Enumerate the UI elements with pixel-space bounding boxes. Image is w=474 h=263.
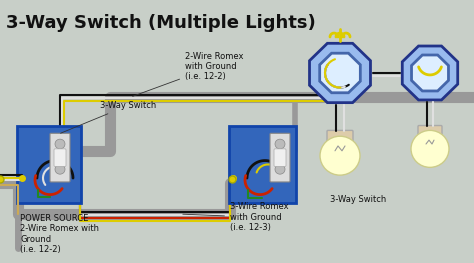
Circle shape [55,164,65,174]
FancyBboxPatch shape [229,125,296,203]
FancyBboxPatch shape [54,149,66,166]
Circle shape [320,136,360,175]
Text: 2-Wire Romex
with Ground
(i.e. 12-2): 2-Wire Romex with Ground (i.e. 12-2) [133,52,244,96]
Circle shape [55,139,65,149]
FancyBboxPatch shape [327,130,353,146]
Polygon shape [411,55,448,91]
FancyBboxPatch shape [418,125,442,140]
Text: 3-Way Switch: 3-Way Switch [330,195,386,204]
Text: 3-Way Switch (Multiple Lights): 3-Way Switch (Multiple Lights) [6,14,316,32]
Polygon shape [402,46,458,100]
Text: POWER SOURCE
2-Wire Romex with
Ground
(i.e. 12-2): POWER SOURCE 2-Wire Romex with Ground (i… [20,214,99,254]
Circle shape [411,130,449,167]
FancyBboxPatch shape [50,133,70,182]
Polygon shape [319,53,360,93]
FancyBboxPatch shape [17,125,81,203]
Circle shape [275,164,285,174]
Circle shape [275,139,285,149]
FancyBboxPatch shape [274,149,286,166]
FancyBboxPatch shape [270,133,290,182]
Text: 3-Way Switch: 3-Way Switch [61,101,156,133]
Polygon shape [310,43,371,103]
Text: 3-Wire Romex
with Ground
(i.e. 12-3): 3-Wire Romex with Ground (i.e. 12-3) [183,203,289,232]
